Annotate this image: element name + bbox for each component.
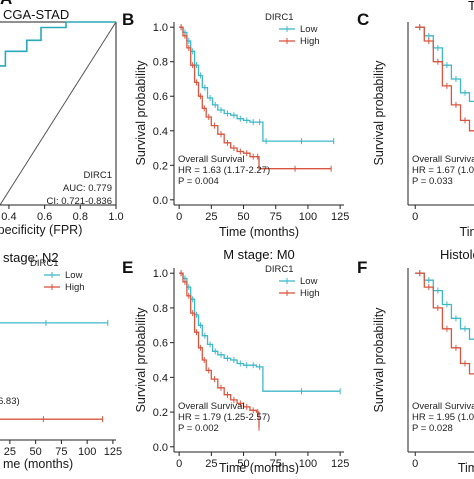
legend-title: DIRC1 [265,12,294,23]
panel-letter: A [0,0,12,8]
legend-label-high: High [300,288,320,299]
y-tick-label: 0.8 [153,57,168,69]
x-axis-title: Tin [460,225,474,239]
annotation-text: HR = 1.63 (1.17-2.27) [178,165,270,176]
legend-title: DIRC1 [30,258,59,269]
diagonal-line [0,21,117,206]
x-tick-label: 100 [299,211,317,223]
annotation-text: P = 0.033 [412,176,453,187]
x-tick-label: 0.4 [1,211,16,223]
x-axis-title: Time (months) [219,461,299,474]
annotation-text: P = 0.028 [412,423,453,434]
legend-label-low: Low [65,270,83,281]
x-tick-label: 75 [270,211,282,223]
x-tick-label: 0 [176,458,182,470]
annotation-text: HR = 1.95 (1.08- [412,412,474,423]
panel-f: 0 F Histolo Tim Survival probability Overall … [357,247,474,475]
y-tick-label: 0.4 [153,126,168,138]
y-tick-label: 0.6 [153,91,168,103]
x-tick-label: 0.6 [37,211,52,223]
panel-title: Histolo [440,247,474,262]
panel-title: M stage: M0 [223,247,295,262]
panel-letter: E [122,258,133,277]
x-tick-label: 75 [55,446,67,458]
annotation-text: HR = 1.79 (1.25-2.57) [178,412,270,423]
panel-e: 0 25 50 75 100 125 0.0 0.2 0.4 0.6 0.8 1.0 E M stage:… [122,247,349,475]
x-axis-title: Tim [458,461,474,474]
x-axis-title: Time (months) [219,225,299,239]
annotation-text: Overall Survival [178,401,245,412]
annotation-text: AUC: 0.779 [63,183,112,194]
km-curve-high [179,26,332,170]
x-tick-label: 25 [4,446,16,458]
y-tick-label: 0.0 [153,442,168,454]
x-tick-label: 75 [270,458,282,470]
y-tick-label: 0.6 [153,338,168,350]
y-tick-label: 1.0 [153,268,168,280]
x-axis-title: me (months) [3,457,73,471]
panel-title: CGA-STAD [3,7,69,22]
x-tick-label: 0 [176,211,182,223]
panel-title: T [468,0,474,13]
panel-letter: F [357,258,367,277]
y-tick-label: 0.4 [153,372,168,384]
annotation-text: P = 0.004 [178,176,219,187]
panel-c: 0 C T Tin Survival probability Overall Surviv… [357,0,474,239]
x-tick-label: 50 [237,458,249,470]
legend-label-high: High [65,282,85,293]
y-tick-label: 1.0 [153,22,168,34]
y-tick-label: 0.8 [153,303,168,315]
x-tick-label: 0 [412,211,418,223]
roc-curve [0,21,116,67]
annotation-text: DIRC1 [83,170,112,181]
y-axis-title: Survival probability [134,60,148,166]
panel-a: 0.4 0.6 0.8 1.0 ACGA-STAD pecificity (FPR) DIR… [0,0,124,237]
annotation-text: Overall Survival [412,154,474,165]
panel-b: 0 25 50 75 100 125 0.0 0.2 0.4 0.6 0.8 1.0 B Time (mo… [122,10,349,239]
y-axis-title: Survival probability [372,60,386,166]
x-tick-label: 50 [237,211,249,223]
x-tick-label: 0 [412,458,418,470]
panel-title: stage: N2 [3,250,59,265]
x-tick-label: 25 [205,211,217,223]
x-tick-label: 1.0 [108,211,123,223]
annotation-text: CI: 0.721-0.836 [47,196,113,207]
legend-label-low: Low [300,276,318,287]
legend-label-high: High [300,36,320,47]
annotation-text: Overall Survival [412,401,474,412]
y-tick-label: 0.2 [153,160,168,172]
x-tick-label: 0.8 [73,211,88,223]
x-tick-label: 100 [299,458,317,470]
km-curve-high [179,272,260,428]
annotation-text: HR = 1.67 (1.04- [412,165,474,176]
y-tick-label: 0.0 [153,195,168,207]
panel-letter: B [122,10,134,29]
panel-letter: C [357,10,369,29]
panel-d: 25 50 75 100 125 stage: N2 me (months) DIRC1 Low… [0,250,122,471]
y-axis-title: Survival probability [372,307,386,413]
y-axis-title: Survival probability [134,307,148,413]
legend-label-low: Low [300,24,318,35]
legend-title: DIRC1 [265,264,294,275]
x-axis-title: pecificity (FPR) [0,223,82,237]
x-tick-label: 125 [331,458,349,470]
x-tick-label: 125 [104,446,122,458]
annotation-text: P = 0.002 [178,423,219,434]
km-curve-low [179,272,341,392]
annotation-text: 6.83) [0,396,20,407]
y-tick-label: 0.2 [153,407,168,419]
x-tick-label: 100 [78,446,96,458]
x-tick-label: 50 [30,446,42,458]
x-tick-label: 125 [331,211,349,223]
x-tick-label: 25 [205,458,217,470]
annotation-text: Overall Survival [178,154,245,165]
